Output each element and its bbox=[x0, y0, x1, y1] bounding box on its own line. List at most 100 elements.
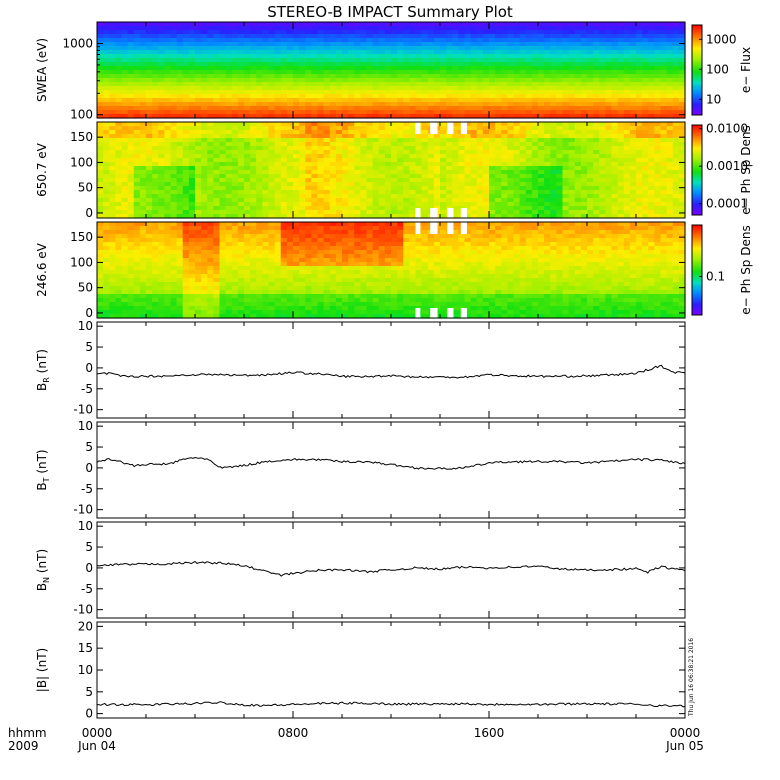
heatmap-cell bbox=[421, 30, 429, 35]
heatmap-cell bbox=[629, 190, 637, 195]
heatmap-cell bbox=[433, 62, 441, 67]
heatmap-cell bbox=[152, 250, 159, 255]
heatmap-cell bbox=[452, 62, 459, 67]
heatmap-cell bbox=[409, 110, 417, 115]
heatmap-cell bbox=[195, 66, 202, 71]
heatmap-cell bbox=[231, 102, 239, 107]
heatmap-cell bbox=[372, 38, 380, 43]
heatmap-cell bbox=[452, 78, 459, 83]
heatmap-cell bbox=[531, 202, 539, 207]
heatmap-cell bbox=[195, 198, 202, 203]
heatmap-cell bbox=[525, 54, 533, 59]
heatmap-cell bbox=[152, 294, 159, 299]
heatmap-cell bbox=[152, 314, 159, 319]
heatmap-cell bbox=[176, 54, 184, 59]
heatmap-cell bbox=[139, 182, 147, 187]
heatmap-cell bbox=[115, 306, 123, 311]
heatmap-cell bbox=[562, 186, 570, 191]
heatmap-cell bbox=[397, 134, 404, 139]
heatmap-cell bbox=[109, 158, 116, 163]
heatmap-cell bbox=[164, 146, 172, 151]
heatmap-cell bbox=[513, 214, 521, 219]
heatmap-cell bbox=[403, 86, 410, 91]
heatmap-cell bbox=[103, 154, 110, 159]
heatmap-cell bbox=[556, 50, 564, 55]
heatmap-cell bbox=[280, 174, 288, 179]
heatmap-cell bbox=[599, 142, 606, 147]
heatmap-cell bbox=[446, 78, 453, 83]
heatmap-cell bbox=[501, 98, 508, 103]
heatmap-cell bbox=[280, 182, 288, 187]
heatmap-cell bbox=[250, 206, 257, 211]
heatmap-cell bbox=[176, 62, 184, 67]
heatmap-cell bbox=[599, 62, 606, 67]
heatmap-cell bbox=[280, 178, 288, 183]
heatmap-cell bbox=[244, 138, 251, 143]
heatmap-cell bbox=[648, 62, 655, 67]
heatmap-cell bbox=[164, 26, 172, 31]
heatmap-cell bbox=[403, 206, 410, 211]
heatmap-cell bbox=[225, 182, 233, 187]
heatmap-cell bbox=[348, 86, 355, 91]
heatmap-cell bbox=[397, 78, 404, 83]
heatmap-cell bbox=[617, 46, 625, 51]
heatmap-cell bbox=[440, 110, 447, 115]
heatmap-cell bbox=[409, 122, 417, 127]
heatmap-cell bbox=[317, 150, 325, 155]
heatmap-cell bbox=[329, 202, 337, 207]
heatmap-cell bbox=[415, 30, 423, 35]
heatmap-cell bbox=[201, 50, 208, 55]
heatmap-cell bbox=[354, 38, 361, 43]
heatmap-cell bbox=[580, 154, 588, 159]
heatmap-cell bbox=[593, 38, 600, 43]
heatmap-cell bbox=[538, 178, 545, 183]
heatmap-cell bbox=[470, 130, 478, 135]
heatmap-cell bbox=[599, 214, 606, 219]
heatmap-cell bbox=[378, 198, 386, 203]
heatmap-cell bbox=[587, 62, 594, 67]
heatmap-cell bbox=[97, 294, 104, 299]
heatmap-cell bbox=[152, 102, 159, 107]
heatmap-cell bbox=[458, 150, 466, 155]
heatmap-cell bbox=[372, 42, 380, 47]
heatmap-cell bbox=[195, 34, 202, 39]
heatmap-cell bbox=[164, 226, 172, 231]
heatmap-cell bbox=[103, 42, 110, 47]
heatmap-cell bbox=[470, 54, 478, 59]
heatmap-cell bbox=[103, 142, 110, 147]
heatmap-cell bbox=[195, 78, 202, 83]
heatmap-cell bbox=[280, 26, 288, 31]
heatmap-cell bbox=[127, 98, 135, 103]
heatmap-cell bbox=[574, 54, 582, 59]
heatmap-cell bbox=[636, 38, 643, 43]
heatmap-cell bbox=[342, 162, 349, 167]
heatmap-cell bbox=[489, 34, 496, 39]
heatmap-cell bbox=[274, 190, 282, 195]
heatmap-cell bbox=[660, 126, 668, 131]
heatmap-cell bbox=[170, 142, 178, 147]
heatmap-cell bbox=[121, 62, 129, 67]
heatmap-cell bbox=[458, 78, 466, 83]
heatmap-cell bbox=[642, 110, 649, 115]
heatmap-cell bbox=[201, 30, 208, 35]
heatmap-cell bbox=[470, 150, 478, 155]
heatmap-cell bbox=[158, 158, 165, 163]
heatmap-cell bbox=[427, 82, 435, 87]
heatmap-cell bbox=[305, 106, 312, 111]
heatmap-cell bbox=[623, 54, 631, 59]
heatmap-cell bbox=[127, 278, 135, 283]
heatmap-cell bbox=[274, 62, 282, 67]
heatmap-cell bbox=[556, 130, 564, 135]
heatmap-cell bbox=[378, 134, 386, 139]
heatmap-cell bbox=[237, 194, 245, 199]
heatmap-cell bbox=[170, 70, 178, 75]
heatmap-cell bbox=[672, 130, 680, 135]
heatmap-cell bbox=[660, 114, 668, 119]
heatmap-cell bbox=[446, 42, 453, 47]
heatmap-cell bbox=[219, 98, 227, 103]
heatmap-cell bbox=[482, 62, 490, 67]
heatmap-cell bbox=[366, 74, 374, 79]
heatmap-cell bbox=[152, 110, 159, 115]
heatmap-cell bbox=[262, 198, 270, 203]
